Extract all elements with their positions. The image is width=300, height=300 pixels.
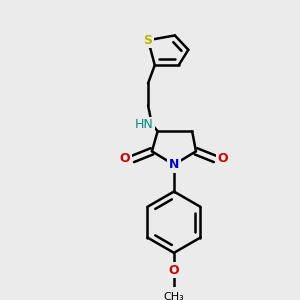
Text: O: O: [218, 152, 228, 166]
Text: O: O: [120, 152, 130, 166]
Text: N: N: [169, 158, 179, 171]
Text: O: O: [169, 264, 179, 277]
Text: CH₃: CH₃: [164, 292, 184, 300]
Text: HN: HN: [135, 118, 154, 131]
Text: S: S: [144, 34, 153, 47]
